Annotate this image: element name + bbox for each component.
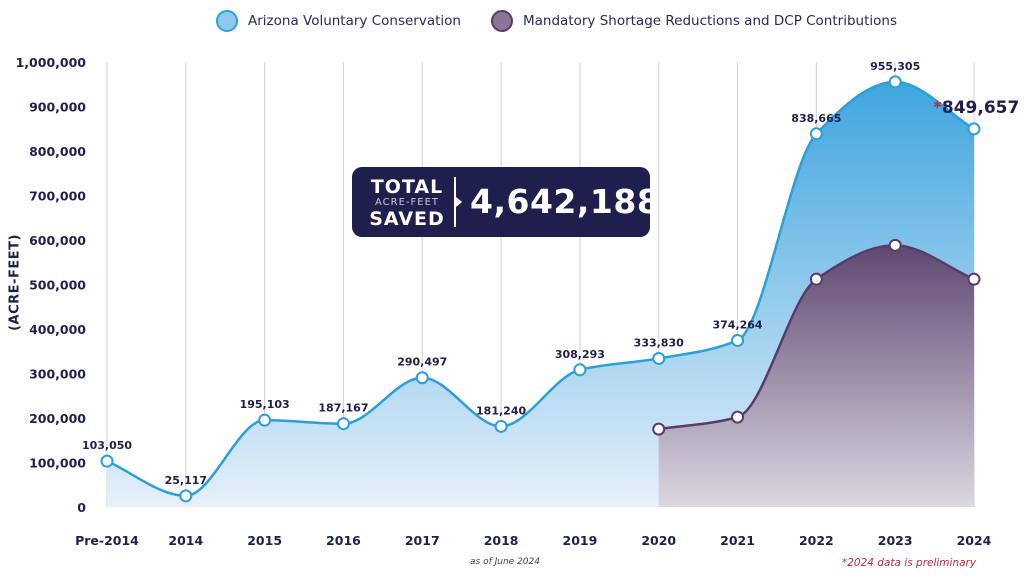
y-tick-label: 400,000 [29, 322, 86, 337]
total-label-group: TOTAL ACRE-FEET SAVED [366, 177, 448, 229]
x-tick-label: 2024 [957, 533, 992, 548]
total-saved-box: TOTAL ACRE-FEET SAVED 4,642,188 [352, 167, 660, 237]
voluntary-point [652, 351, 666, 365]
x-tick-label: 2021 [720, 533, 755, 548]
legend-swatch-voluntary [216, 10, 238, 32]
mandatory-point [731, 410, 745, 424]
x-tick-label: 2018 [484, 533, 519, 548]
y-tick-label: 1,000,000 [16, 55, 87, 70]
data-label: 374,264 [712, 318, 762, 331]
mandatory-point [652, 422, 666, 436]
voluntary-point [336, 417, 350, 431]
total-label-total: TOTAL [370, 176, 444, 198]
legend-item-voluntary[interactable]: Arizona Voluntary Conservation [216, 10, 461, 32]
y-tick-label: 700,000 [29, 189, 86, 204]
y-tick-label: 200,000 [29, 411, 86, 426]
mandatory-area [658, 245, 974, 507]
y-tick-label: 800,000 [29, 144, 86, 159]
final-value-text: 849,657 [941, 98, 1020, 118]
y-tick-label: 0 [77, 500, 86, 515]
voluntary-point [888, 75, 902, 89]
total-value: 4,642,188 [470, 182, 661, 221]
total-label-acre-feet: ACRE-FEET [374, 197, 440, 208]
final-value-label: *849,657 [933, 98, 1019, 118]
voluntary-point [415, 371, 429, 385]
x-tick-label: 2014 [168, 533, 203, 548]
legend-label-voluntary: Arizona Voluntary Conservation [248, 13, 461, 29]
data-label: 955,305 [870, 60, 920, 73]
data-label: 103,050 [82, 439, 132, 452]
voluntary-point [573, 363, 587, 377]
data-label: 25,117 [165, 474, 207, 487]
x-tick-label: 2015 [247, 533, 282, 548]
y-tick-label: 100,000 [29, 456, 86, 471]
legend: Arizona Voluntary Conservation Mandatory… [0, 10, 1024, 40]
data-label: 308,293 [555, 348, 605, 361]
y-tick-label: 600,000 [29, 233, 86, 248]
as-of-note: as of June 2024 [470, 557, 540, 567]
preliminary-star: * [933, 98, 942, 118]
chevron-right-icon [456, 197, 462, 207]
voluntary-point [494, 419, 508, 433]
x-tick-label: 2022 [799, 533, 834, 548]
mandatory-point [967, 272, 981, 286]
voluntary-point [179, 489, 193, 503]
y-tick-label: 300,000 [29, 367, 86, 382]
mandatory-point [888, 238, 902, 252]
voluntary-point [258, 413, 272, 427]
voluntary-point [809, 127, 823, 141]
data-label: 195,103 [240, 398, 290, 411]
legend-swatch-mandatory [491, 10, 513, 32]
y-tick-label: 500,000 [29, 278, 86, 293]
x-tick-label: Pre-2014 [75, 533, 139, 548]
x-tick-label: 2017 [405, 533, 440, 548]
x-tick-label: 2016 [326, 533, 361, 548]
x-tick-label: 2019 [563, 533, 598, 548]
voluntary-point [100, 454, 114, 468]
x-tick-label: 2020 [641, 533, 676, 548]
voluntary-point [967, 122, 981, 136]
y-tick-label: 900,000 [29, 100, 86, 115]
total-label-saved: SAVED [369, 208, 445, 230]
data-label: 838,665 [791, 112, 841, 125]
legend-label-mandatory: Mandatory Shortage Reductions and DCP Co… [523, 13, 897, 29]
preliminary-note: *2024 data is preliminary [842, 557, 977, 569]
voluntary-point [731, 333, 745, 347]
x-tick-label: 2023 [878, 533, 913, 548]
data-label: 187,167 [318, 402, 368, 415]
data-label: 333,830 [634, 336, 684, 349]
data-label: 181,240 [476, 404, 526, 417]
total-separator [454, 177, 456, 227]
mandatory-point [809, 272, 823, 286]
legend-item-mandatory[interactable]: Mandatory Shortage Reductions and DCP Co… [491, 10, 897, 32]
data-label: 290,497 [397, 356, 447, 369]
